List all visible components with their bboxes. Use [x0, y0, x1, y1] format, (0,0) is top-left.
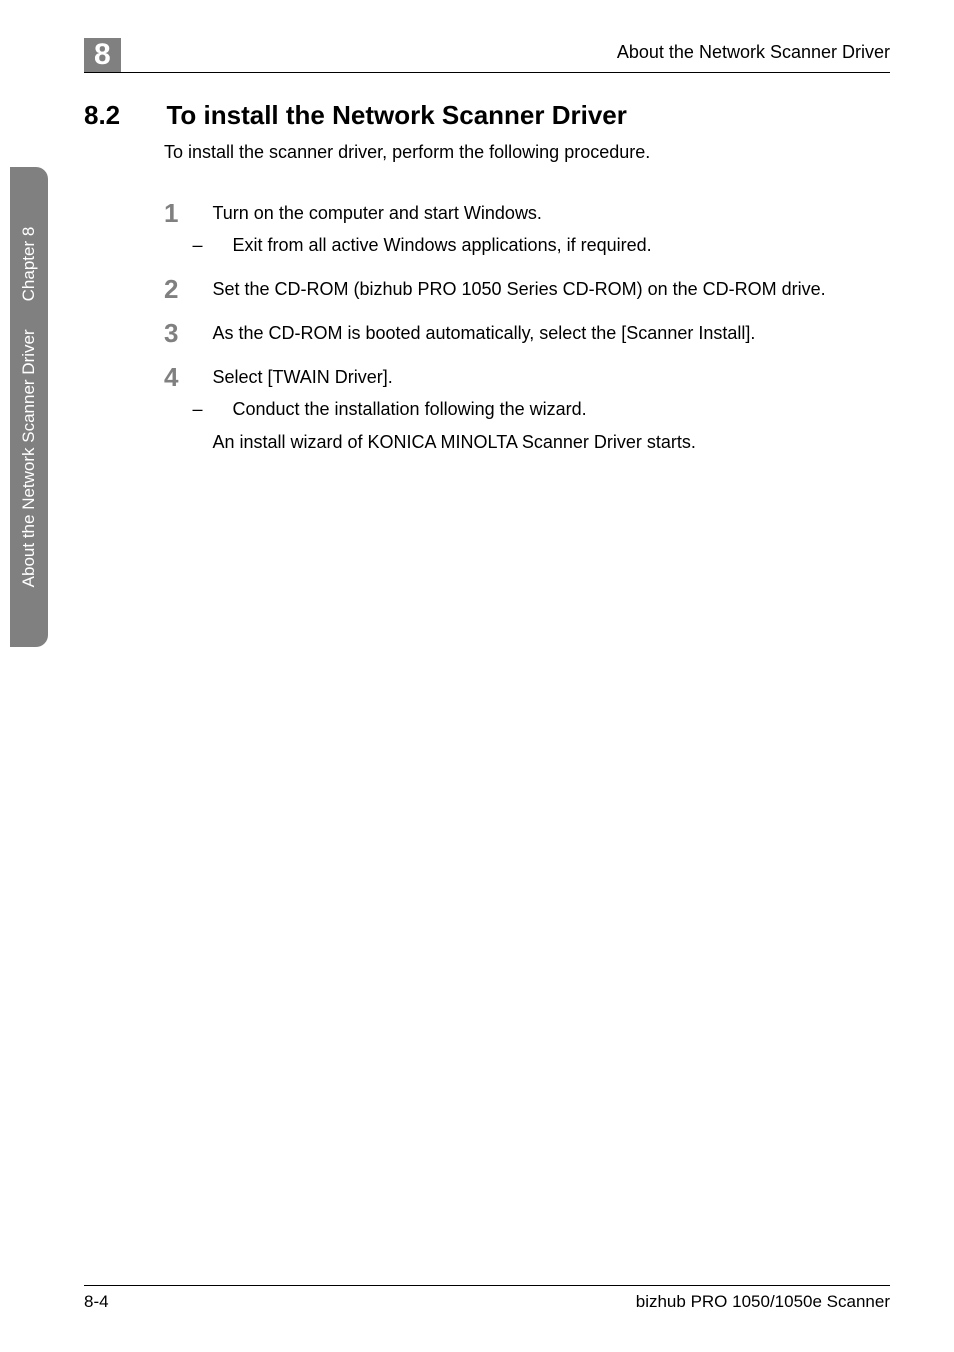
step-text: Select [TWAIN Driver].	[212, 367, 392, 387]
step-number: 1	[164, 200, 208, 226]
step-body: As the CD-ROM is booted automatically, s…	[212, 320, 888, 346]
section-heading: 8.2 To install the Network Scanner Drive…	[84, 100, 890, 131]
step-subitem-text: Exit from all active Windows application…	[232, 235, 651, 255]
chapter-number-badge: 8	[84, 38, 121, 72]
step-number: 2	[164, 276, 208, 302]
step-number: 3	[164, 320, 208, 346]
step-body: Select [TWAIN Driver]. –Conduct the inst…	[212, 364, 888, 454]
step-text: Turn on the computer and start Windows.	[212, 203, 541, 223]
section-intro: To install the scanner driver, perform t…	[164, 140, 890, 165]
page: 8 About the Network Scanner Driver About…	[0, 0, 954, 1352]
steps-list: 1 Turn on the computer and start Windows…	[164, 200, 890, 473]
step: 2 Set the CD-ROM (bizhub PRO 1050 Series…	[164, 276, 890, 302]
step-text: Set the CD-ROM (bizhub PRO 1050 Series C…	[212, 279, 825, 299]
step-text: As the CD-ROM is booted automatically, s…	[212, 323, 755, 343]
step-subitem-text: Conduct the installation following the w…	[232, 399, 586, 419]
step-subitem: –Conduct the installation following the …	[232, 396, 888, 422]
sidebar-title: About the Network Scanner Driver	[19, 329, 38, 587]
running-header: About the Network Scanner Driver	[617, 42, 890, 63]
header-rule	[84, 72, 890, 73]
sidebar-tab: About the Network Scanner Driver Chapter …	[10, 167, 48, 647]
footer-product: bizhub PRO 1050/1050e Scanner	[636, 1292, 890, 1312]
step: 4 Select [TWAIN Driver]. –Conduct the in…	[164, 364, 890, 454]
footer-page-number: 8-4	[84, 1292, 109, 1312]
footer-rule	[84, 1285, 890, 1286]
section-number: 8.2	[84, 100, 162, 131]
step: 1 Turn on the computer and start Windows…	[164, 200, 890, 258]
section-title: To install the Network Scanner Driver	[166, 100, 626, 131]
sidebar-text: About the Network Scanner Driver Chapter …	[19, 227, 39, 588]
step: 3 As the CD-ROM is booted automatically,…	[164, 320, 890, 346]
step-number: 4	[164, 364, 208, 390]
step-body: Turn on the computer and start Windows. …	[212, 200, 888, 258]
step-subitem: –Exit from all active Windows applicatio…	[232, 232, 888, 258]
step-body: Set the CD-ROM (bizhub PRO 1050 Series C…	[212, 276, 888, 302]
sidebar-chapter-label: Chapter 8	[19, 227, 38, 302]
step-after-text: An install wizard of KONICA MINOLTA Scan…	[212, 429, 888, 455]
